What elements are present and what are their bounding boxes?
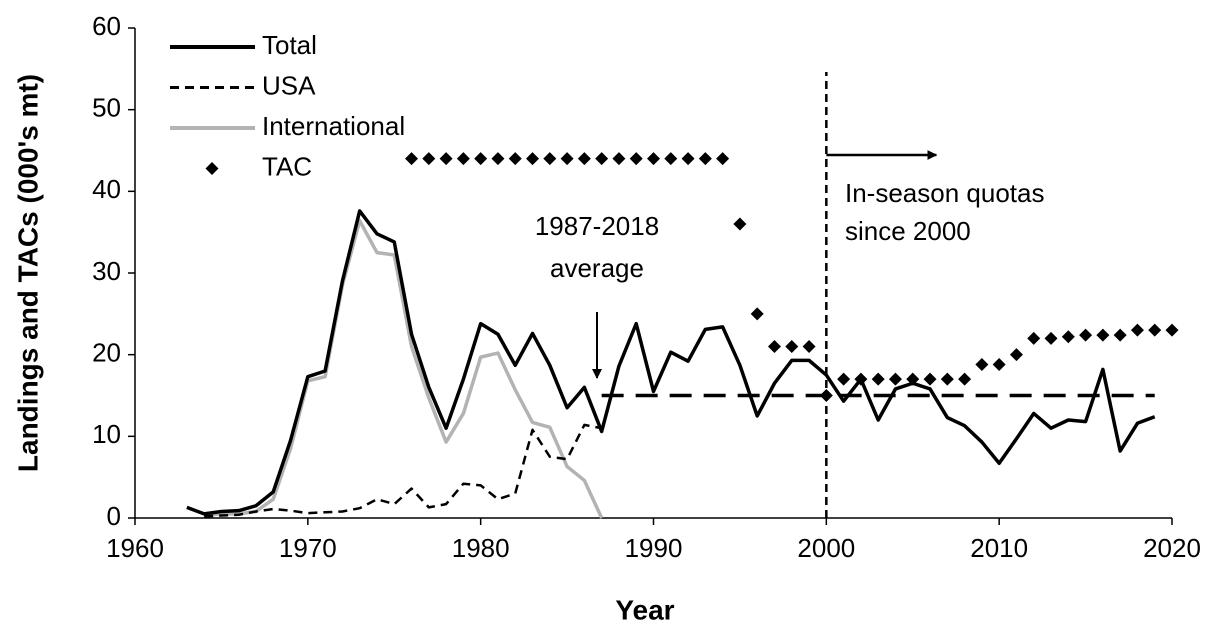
tac-marker bbox=[439, 152, 453, 166]
x-tick-label: 2010 bbox=[970, 533, 1028, 563]
tac-marker bbox=[819, 389, 833, 402]
tac-marker bbox=[526, 152, 540, 166]
tac-marker bbox=[733, 217, 747, 231]
x-tick-label: 2000 bbox=[797, 533, 855, 563]
series-line bbox=[186, 209, 1156, 516]
tac-marker bbox=[612, 152, 626, 166]
y-tick-label: 40 bbox=[92, 174, 121, 204]
tac-marker bbox=[854, 372, 868, 386]
y-tick-label: 60 bbox=[92, 11, 121, 41]
tac-marker bbox=[508, 152, 522, 166]
y-axis-label: Landings and TACs (000's mt) bbox=[12, 74, 43, 472]
y-tick-label: 30 bbox=[92, 256, 121, 286]
tac-marker bbox=[681, 152, 695, 166]
annotation: average bbox=[550, 253, 644, 283]
tac-marker bbox=[940, 372, 954, 386]
tac-marker bbox=[1096, 328, 1110, 342]
tac-marker bbox=[716, 152, 730, 166]
x-tick-label: 1990 bbox=[625, 533, 683, 563]
tac-marker bbox=[405, 152, 419, 166]
tac-marker bbox=[595, 152, 609, 166]
legend-label: TAC bbox=[262, 151, 312, 181]
legend-label: International bbox=[262, 111, 405, 141]
annotation: 1987-2018 bbox=[535, 211, 659, 241]
tac-marker bbox=[491, 152, 505, 166]
tac-marker bbox=[992, 357, 1006, 371]
tac-marker bbox=[1165, 323, 1179, 337]
tac-marker bbox=[456, 152, 470, 166]
x-tick-label: 1970 bbox=[279, 533, 337, 563]
tac-marker bbox=[802, 340, 816, 353]
tac-marker bbox=[422, 152, 436, 166]
tac-marker bbox=[629, 152, 643, 166]
tac-marker bbox=[647, 152, 660, 166]
tac-marker bbox=[543, 152, 557, 166]
tac-marker bbox=[975, 357, 989, 371]
tac-marker bbox=[923, 372, 937, 386]
tac-marker bbox=[1009, 348, 1023, 362]
tac-marker bbox=[958, 372, 972, 386]
tac-marker bbox=[1061, 330, 1075, 344]
series-line bbox=[204, 423, 602, 518]
tac-marker bbox=[785, 340, 799, 353]
y-tick-label: 50 bbox=[92, 93, 121, 123]
x-tick-label: 1980 bbox=[452, 533, 510, 563]
annotation: since 2000 bbox=[845, 216, 971, 246]
tac-marker bbox=[1044, 331, 1058, 345]
tac-marker bbox=[871, 372, 885, 386]
tac-marker bbox=[1079, 328, 1093, 342]
series-line bbox=[203, 218, 604, 519]
legend-label: USA bbox=[262, 70, 316, 100]
tac-marker bbox=[474, 152, 488, 166]
tac-marker bbox=[1130, 323, 1144, 337]
tac-marker bbox=[577, 152, 591, 166]
tac-marker bbox=[767, 340, 781, 353]
tac-marker bbox=[906, 372, 920, 386]
tac-marker bbox=[664, 152, 678, 166]
x-axis-label: Year bbox=[615, 594, 674, 625]
tac-marker bbox=[1148, 323, 1162, 337]
tac-marker bbox=[560, 152, 574, 166]
tac-marker bbox=[1027, 331, 1041, 345]
tac-marker bbox=[888, 372, 902, 386]
y-tick-label: 0 bbox=[107, 501, 121, 531]
annotation: In-season quotas bbox=[845, 178, 1044, 208]
legend-marker bbox=[205, 162, 219, 175]
y-tick-label: 10 bbox=[92, 419, 121, 449]
tac-marker bbox=[750, 307, 764, 321]
tac-marker bbox=[1113, 328, 1127, 342]
y-tick-label: 20 bbox=[92, 338, 121, 368]
x-tick-label: 1960 bbox=[106, 533, 164, 563]
tac-marker bbox=[698, 152, 712, 166]
tac-marker bbox=[837, 372, 851, 386]
x-tick-label: 2020 bbox=[1143, 533, 1201, 563]
legend-label: Total bbox=[262, 30, 317, 60]
